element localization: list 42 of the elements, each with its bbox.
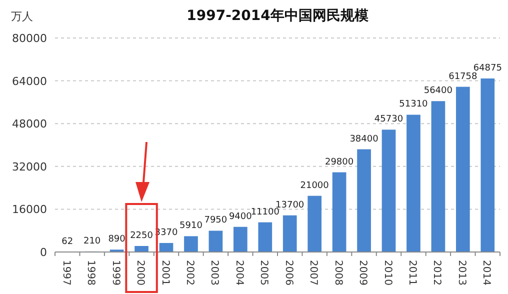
x-tick-label: 2014: [480, 260, 492, 286]
y-tick-label: 80000: [12, 32, 47, 45]
chart-title: 1997-2014年中国网民规模: [186, 8, 370, 24]
data-label: 51310: [399, 100, 428, 110]
x-tick-label: 1999: [110, 260, 121, 286]
x-tick-label: 2009: [357, 260, 368, 286]
x-tick-label: 2013: [456, 260, 467, 286]
data-label: 29800: [324, 157, 354, 168]
x-tick-label: 2010: [382, 260, 393, 286]
x-tick-label: 2003: [208, 260, 220, 286]
data-label: 7950: [204, 216, 228, 226]
data-label: 11100: [250, 207, 280, 218]
y-tick-label: 64000: [12, 74, 47, 88]
data-label: 9400: [228, 212, 252, 222]
x-tick-label: 2007: [308, 260, 319, 286]
x-tick-label: 2001: [159, 260, 170, 286]
data-label: 64875: [473, 63, 502, 74]
x-tick-label: 1998: [85, 260, 96, 286]
data-label: 2250: [130, 230, 154, 241]
x-tick-label: 2000: [134, 260, 146, 286]
x-tick-label: 2012: [431, 260, 442, 286]
x-tick-label: 2004: [233, 260, 244, 286]
y-tick-label: 32000: [12, 160, 47, 174]
x-tick-label: 1997: [60, 260, 72, 286]
y-tick-label: 0: [40, 246, 47, 259]
x-tick-label: 2006: [282, 260, 294, 286]
data-label: 45730: [374, 114, 404, 125]
y-tick-label: 16000: [12, 203, 47, 216]
data-label: 56400: [424, 86, 453, 96]
data-label: 62: [62, 236, 74, 247]
y-tick-label: 48000: [12, 118, 47, 131]
data-label: 21000: [300, 180, 330, 191]
x-tick-label: 2002: [184, 260, 195, 286]
data-label: 38400: [350, 134, 379, 144]
x-tick-label: 2005: [258, 260, 270, 286]
data-label: 5910: [180, 221, 203, 232]
x-tick-label: 2011: [406, 260, 418, 286]
y-axis-title: 万人: [11, 10, 33, 23]
data-label: 61758: [448, 72, 478, 82]
data-label: 890: [108, 234, 126, 245]
x-tick-label: 2008: [332, 260, 344, 286]
data-label: 210: [83, 236, 101, 246]
